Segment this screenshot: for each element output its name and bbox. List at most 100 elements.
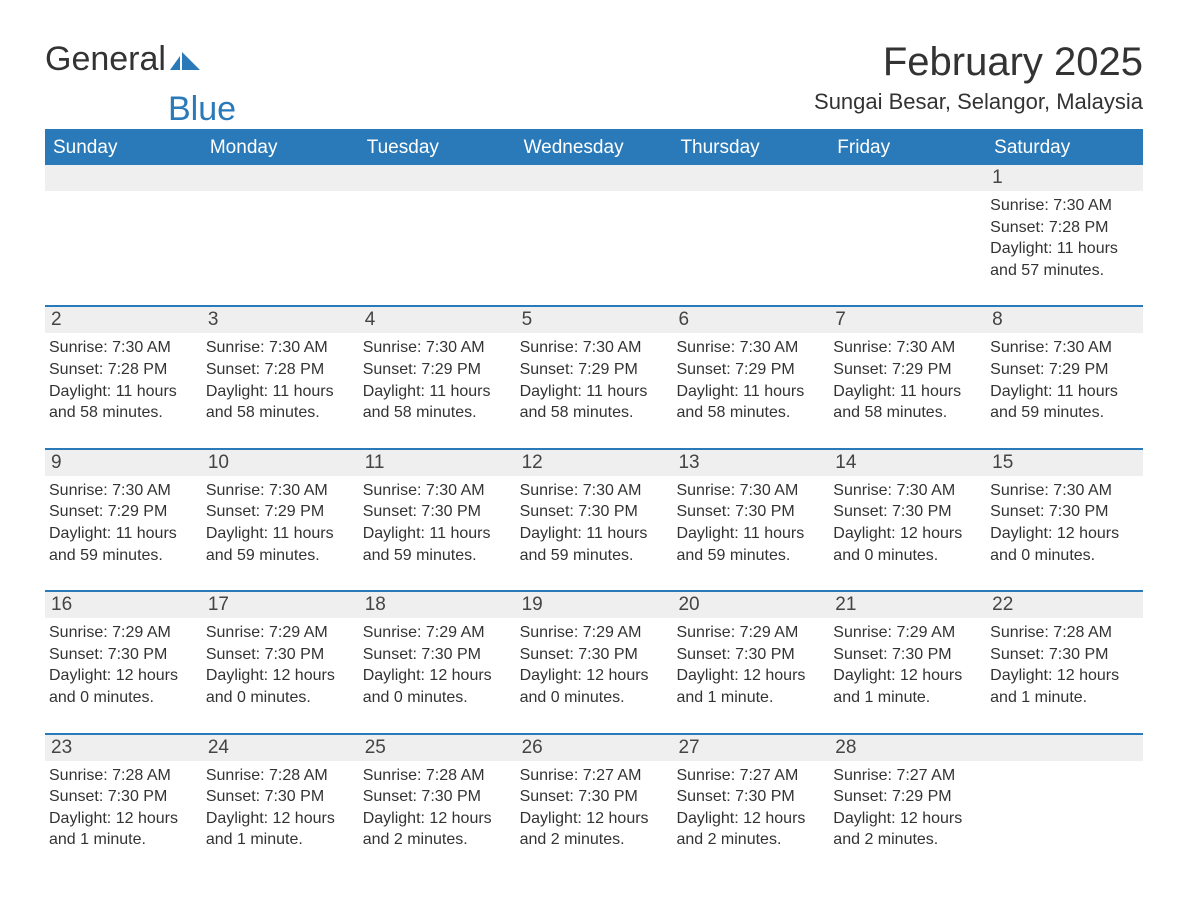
- day-number: 12: [516, 450, 673, 476]
- sunset-text: Sunset: 7:30 PM: [833, 644, 982, 666]
- daylight-text: Daylight: 12 hours and 1 minute.: [833, 665, 982, 708]
- header: General February 2025: [45, 40, 1143, 85]
- daylight-text: Daylight: 12 hours and 0 minutes.: [363, 665, 512, 708]
- sunset-text: Sunset: 7:28 PM: [206, 359, 355, 381]
- day-number: [359, 165, 516, 191]
- weekday-header-row: Sunday Monday Tuesday Wednesday Thursday…: [45, 131, 1143, 165]
- sunrise-text: Sunrise: 7:28 AM: [49, 765, 198, 787]
- day-body: Sunrise: 7:30 AMSunset: 7:29 PMDaylight:…: [516, 333, 673, 447]
- day-number: [516, 165, 673, 191]
- sunrise-text: Sunrise: 7:28 AM: [363, 765, 512, 787]
- calendar-week: 9Sunrise: 7:30 AMSunset: 7:29 PMDaylight…: [45, 448, 1143, 590]
- sunset-text: Sunset: 7:30 PM: [49, 644, 198, 666]
- sunrise-text: Sunrise: 7:30 AM: [990, 337, 1139, 359]
- day-number: 18: [359, 592, 516, 618]
- calendar-day: 7Sunrise: 7:30 AMSunset: 7:29 PMDaylight…: [829, 307, 986, 447]
- sunrise-text: Sunrise: 7:30 AM: [833, 337, 982, 359]
- calendar-day: 26Sunrise: 7:27 AMSunset: 7:30 PMDayligh…: [516, 735, 673, 875]
- sunrise-text: Sunrise: 7:29 AM: [833, 622, 982, 644]
- logo-text-2: Blue: [168, 90, 236, 129]
- page-title: February 2025: [883, 40, 1143, 85]
- calendar-day: 17Sunrise: 7:29 AMSunset: 7:30 PMDayligh…: [202, 592, 359, 732]
- day-number: 17: [202, 592, 359, 618]
- sunset-text: Sunset: 7:30 PM: [676, 644, 825, 666]
- sunset-text: Sunset: 7:28 PM: [990, 217, 1139, 239]
- day-body: Sunrise: 7:28 AMSunset: 7:30 PMDaylight:…: [986, 618, 1143, 732]
- day-body: Sunrise: 7:30 AMSunset: 7:29 PMDaylight:…: [45, 476, 202, 590]
- calendar-day: 16Sunrise: 7:29 AMSunset: 7:30 PMDayligh…: [45, 592, 202, 732]
- sunset-text: Sunset: 7:30 PM: [206, 644, 355, 666]
- day-number: 9: [45, 450, 202, 476]
- sunrise-text: Sunrise: 7:30 AM: [363, 337, 512, 359]
- sunset-text: Sunset: 7:30 PM: [206, 786, 355, 808]
- day-body: Sunrise: 7:27 AMSunset: 7:29 PMDaylight:…: [829, 761, 986, 875]
- calendar-day: 23Sunrise: 7:28 AMSunset: 7:30 PMDayligh…: [45, 735, 202, 875]
- day-number: 11: [359, 450, 516, 476]
- day-body: Sunrise: 7:30 AMSunset: 7:30 PMDaylight:…: [359, 476, 516, 590]
- logo-line2: General Blue: [45, 90, 236, 129]
- calendar-day: 21 Sunrise: 7:29 AMSunset: 7:30 PMDayligh…: [829, 592, 986, 732]
- calendar-day: 12Sunrise: 7:30 AMSunset: 7:30 PMDayligh…: [516, 450, 673, 590]
- calendar-day: 3Sunrise: 7:30 AMSunset: 7:28 PMDaylight…: [202, 307, 359, 447]
- day-number: 6: [672, 307, 829, 333]
- sunrise-text: Sunrise: 7:29 AM: [520, 622, 669, 644]
- day-number: 21: [829, 592, 986, 618]
- day-body: Sunrise: 7:29 AMSunset: 7:30 PMDaylight:…: [672, 618, 829, 732]
- calendar-day: 25Sunrise: 7:28 AMSunset: 7:30 PMDayligh…: [359, 735, 516, 875]
- calendar-day: 1Sunrise: 7:30 AMSunset: 7:28 PMDaylight…: [986, 165, 1143, 305]
- sunset-text: Sunset: 7:30 PM: [520, 501, 669, 523]
- calendar-day: [516, 165, 673, 305]
- day-number: 19: [516, 592, 673, 618]
- weekday-header: Friday: [829, 131, 986, 165]
- logo-flag-icon: [170, 40, 200, 79]
- sunrise-text: Sunrise: 7:30 AM: [363, 480, 512, 502]
- day-body: [516, 191, 673, 219]
- day-body: Sunrise: 7:28 AMSunset: 7:30 PMDaylight:…: [45, 761, 202, 875]
- daylight-text: Daylight: 12 hours and 0 minutes.: [49, 665, 198, 708]
- weekday-header: Tuesday: [359, 131, 516, 165]
- day-number: 1: [986, 165, 1143, 191]
- calendar-day: 24Sunrise: 7:28 AMSunset: 7:30 PMDayligh…: [202, 735, 359, 875]
- day-body: Sunrise: 7:30 AMSunset: 7:29 PMDaylight:…: [202, 476, 359, 590]
- day-number: 22: [986, 592, 1143, 618]
- calendar-day: 13Sunrise: 7:30 AMSunset: 7:30 PMDayligh…: [672, 450, 829, 590]
- calendar-day: [986, 735, 1143, 875]
- logo-text-1: General: [45, 40, 166, 79]
- calendar-day: [45, 165, 202, 305]
- day-body: Sunrise: 7:29 AMSunset: 7:30 PMDaylight:…: [45, 618, 202, 732]
- daylight-text: Daylight: 12 hours and 1 minute.: [206, 808, 355, 851]
- day-body: Sunrise: 7:30 AMSunset: 7:30 PMDaylight:…: [516, 476, 673, 590]
- sunset-text: Sunset: 7:30 PM: [990, 501, 1139, 523]
- sunrise-text: Sunrise: 7:30 AM: [520, 337, 669, 359]
- daylight-text: Daylight: 11 hours and 59 minutes.: [990, 381, 1139, 424]
- daylight-text: Daylight: 12 hours and 2 minutes.: [363, 808, 512, 851]
- day-body: Sunrise: 7:28 AMSunset: 7:30 PMDaylight:…: [359, 761, 516, 875]
- sunset-text: Sunset: 7:29 PM: [990, 359, 1139, 381]
- sunset-text: Sunset: 7:30 PM: [49, 786, 198, 808]
- day-body: Sunrise: 7:30 AMSunset: 7:29 PMDaylight:…: [359, 333, 516, 447]
- day-number: 25: [359, 735, 516, 761]
- daylight-text: Daylight: 12 hours and 2 minutes.: [833, 808, 982, 851]
- page-subtitle: Sungai Besar, Selangor, Malaysia: [814, 89, 1143, 115]
- calendar-day: 2Sunrise: 7:30 AMSunset: 7:28 PMDaylight…: [45, 307, 202, 447]
- day-number: 23: [45, 735, 202, 761]
- day-body: Sunrise: 7:29 AMSunset: 7:30 PMDaylight:…: [359, 618, 516, 732]
- day-number: 7: [829, 307, 986, 333]
- daylight-text: Daylight: 11 hours and 58 minutes.: [520, 381, 669, 424]
- sunset-text: Sunset: 7:29 PM: [833, 786, 982, 808]
- weeks-container: 1Sunrise: 7:30 AMSunset: 7:28 PMDaylight…: [45, 165, 1143, 875]
- daylight-text: Daylight: 12 hours and 1 minute.: [990, 665, 1139, 708]
- day-number: 3: [202, 307, 359, 333]
- sunset-text: Sunset: 7:30 PM: [363, 501, 512, 523]
- calendar-day: 10Sunrise: 7:30 AMSunset: 7:29 PMDayligh…: [202, 450, 359, 590]
- weekday-header: Wednesday: [516, 131, 673, 165]
- day-number: [829, 165, 986, 191]
- sunrise-text: Sunrise: 7:30 AM: [990, 480, 1139, 502]
- sunset-text: Sunset: 7:30 PM: [833, 501, 982, 523]
- day-number: 15: [986, 450, 1143, 476]
- day-body: Sunrise: 7:30 AMSunset: 7:28 PMDaylight:…: [986, 191, 1143, 305]
- title-block: February 2025: [883, 40, 1143, 85]
- sunrise-text: Sunrise: 7:30 AM: [990, 195, 1139, 217]
- calendar-week: 1Sunrise: 7:30 AMSunset: 7:28 PMDaylight…: [45, 165, 1143, 305]
- daylight-text: Daylight: 12 hours and 0 minutes.: [206, 665, 355, 708]
